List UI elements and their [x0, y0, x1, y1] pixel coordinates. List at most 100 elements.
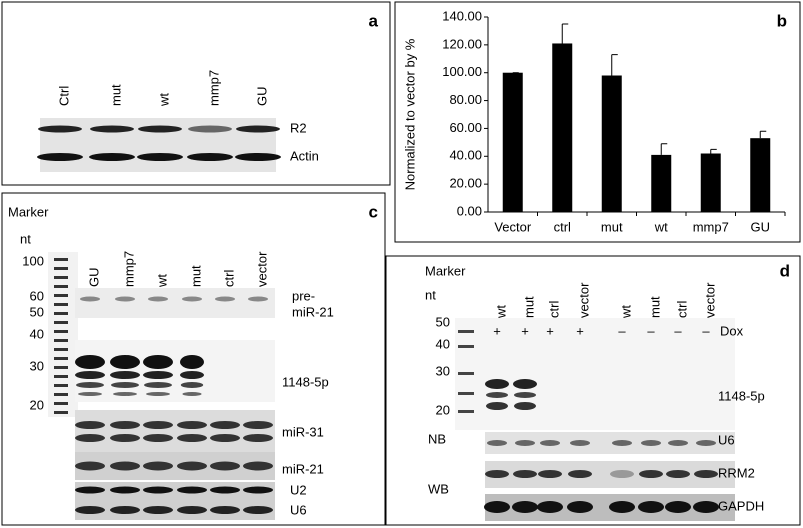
blot-band: [210, 506, 240, 514]
blot-band: [243, 421, 273, 429]
panel-c-frame: [1, 192, 386, 526]
blot-band: [486, 392, 508, 398]
bar: [750, 138, 771, 212]
blot-band: [639, 470, 663, 478]
blot-band: [210, 434, 240, 442]
error-bar: [660, 143, 668, 155]
blot-band: [38, 125, 82, 133]
blot-band: [110, 371, 140, 379]
x-tick-label: Vector: [494, 219, 532, 234]
blot-band: [513, 470, 537, 478]
lane-label: vector: [254, 251, 269, 287]
panel-d-frame: [385, 255, 801, 526]
bar: [502, 72, 523, 212]
group-label: WB: [428, 481, 449, 496]
blot-band: [610, 470, 634, 478]
size-label: 50: [30, 304, 44, 319]
lane-label: mut: [188, 265, 203, 287]
ladder-band: [54, 366, 68, 369]
dox-sign: –: [647, 323, 655, 338]
ladder-band: [458, 372, 474, 375]
blot-band: [540, 440, 560, 446]
blot-band: [638, 501, 664, 513]
ladder-band: [54, 393, 68, 396]
panel-letter: c: [369, 202, 378, 221]
dox-sign: +: [521, 323, 529, 338]
blot-band: [210, 461, 240, 471]
blot-band: [75, 486, 105, 494]
dox-sign: +: [546, 323, 554, 338]
band-label: U6: [290, 502, 307, 517]
lane-label: wt: [156, 93, 171, 107]
lane-label: mut: [108, 84, 123, 106]
unit-label: nt: [425, 287, 436, 302]
dox-sign: –: [702, 323, 710, 338]
blot-band: [514, 402, 536, 410]
blot-band: [693, 501, 719, 513]
ladder-band: [458, 392, 474, 395]
panel-a-frame: [1, 1, 391, 186]
bar: [651, 154, 672, 212]
band-label: miR-21: [282, 461, 324, 476]
blot-band: [75, 434, 105, 442]
x-tick-label: mut: [601, 219, 623, 234]
blot-band: [514, 392, 536, 398]
blot-band: [143, 461, 173, 471]
blot-band: [143, 486, 173, 494]
blot-band: [37, 153, 83, 161]
blot-band: [538, 470, 562, 478]
blot-band: [89, 153, 135, 161]
ladder-band: [54, 411, 68, 414]
y-tick-label: 80.00: [449, 92, 482, 107]
error-bar: [611, 54, 618, 76]
blot: [75, 482, 275, 520]
blot: [75, 410, 275, 456]
error-bar: [561, 23, 569, 44]
blot-band: [512, 501, 538, 513]
blot-band: [641, 440, 661, 446]
size-label: 30: [436, 363, 450, 378]
blot-band: [76, 382, 104, 388]
ladder-band: [54, 348, 68, 351]
blot-band: [75, 461, 105, 471]
blot-band: [143, 371, 173, 379]
blot-band: [487, 440, 507, 446]
blot: [48, 252, 78, 417]
ladder-band: [458, 330, 474, 333]
blot-band: [666, 470, 690, 478]
ladder-band: [54, 357, 68, 360]
blot-band: [210, 421, 240, 429]
blot-band: [513, 379, 537, 389]
band-label: Actin: [290, 148, 319, 163]
size-label: 20: [436, 402, 450, 417]
blot-band: [248, 296, 268, 302]
blot: [75, 452, 275, 480]
ladder-band: [458, 410, 474, 413]
blot-band: [75, 421, 105, 429]
blot: [75, 288, 275, 318]
blot-band: [243, 434, 273, 442]
lane-label: ctrl: [674, 301, 689, 318]
size-label: 60: [30, 288, 44, 303]
blot-band: [110, 434, 140, 442]
y-tick-label: 40.00: [449, 148, 482, 163]
blot-band: [182, 296, 202, 302]
blot-band: [568, 470, 592, 478]
blot-band: [180, 355, 204, 369]
lane-label: mmp7: [121, 251, 136, 287]
blot-band: [110, 421, 140, 429]
lane-label: Ctrl: [56, 86, 71, 106]
y-axis-label: Normalized to vector by %: [402, 38, 417, 190]
x-tick-label: ctrl: [554, 219, 571, 234]
blot: [75, 340, 275, 402]
band-label: RRM2: [718, 465, 755, 480]
dox-sign: –: [618, 323, 626, 338]
dox-sign: +: [493, 323, 501, 338]
blot-band: [210, 486, 240, 494]
y-tick-label: 140.00: [442, 8, 482, 23]
blot-band: [486, 402, 508, 410]
y-tick-label: 60.00: [449, 120, 482, 135]
dox-label: Dox: [720, 323, 744, 338]
ladder-band: [54, 294, 68, 297]
